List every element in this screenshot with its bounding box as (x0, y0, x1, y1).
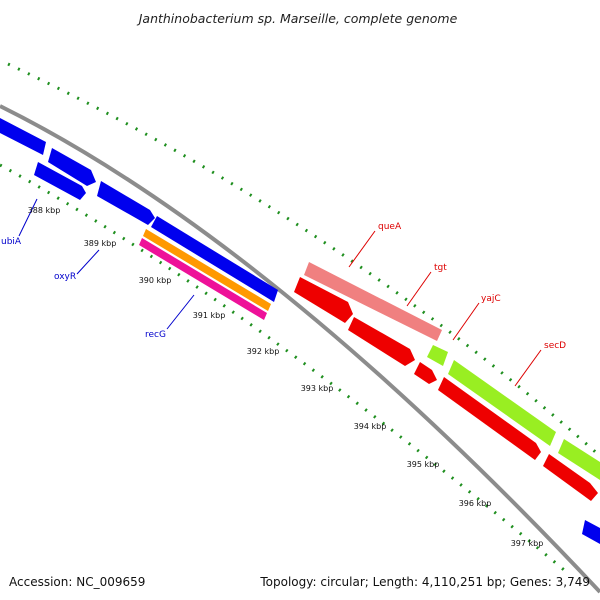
gene-blue-2 (48, 148, 96, 186)
leader-secD (514, 349, 542, 387)
accession-text: Accession: NC_009659 (9, 575, 145, 589)
tick-label-394: 394 kbp (354, 422, 387, 431)
gene-label-secD: secD (544, 341, 566, 351)
gene-red-2 (348, 317, 415, 366)
map-title: Janthinobacterium sp. Marseille, complet… (136, 11, 458, 26)
gene-label-tgt: tgt (434, 263, 447, 273)
gene-red-1 (294, 277, 353, 323)
gene-blue-3 (97, 181, 155, 225)
tick-label-390: 390 kbp (139, 276, 172, 285)
gene-red-4 (438, 377, 541, 460)
tick-label-389: 389 kbp (84, 239, 117, 248)
genome-backbone (0, 104, 600, 594)
gene-label-recG: recG (145, 330, 166, 340)
leader-recG (166, 294, 195, 330)
gene-red-5 (543, 454, 598, 501)
tick-label-392: 392 kbp (247, 347, 280, 356)
tick-label-395: 395 kbp (407, 460, 440, 469)
tick-label-393: 393 kbp (301, 384, 334, 393)
leader-oxyR (76, 249, 100, 275)
gene-lime-3 (558, 439, 600, 480)
tick-label-391: 391 kbp (193, 311, 226, 320)
gene-magenta (139, 238, 267, 320)
gene-blue-6 (582, 520, 600, 544)
gene-blue-1 (0, 118, 46, 155)
leader-yajC (452, 302, 480, 341)
gene-blue-5 (34, 162, 86, 200)
tick-label-397: 397 kbp (511, 539, 544, 548)
tick-label-388: 388 kbp (28, 206, 61, 215)
gene-label-oxyR: oxyR (54, 272, 76, 282)
gene-label-yajC: yajC (481, 294, 501, 304)
inner-tick-ring (0, 163, 571, 577)
outer-tick-ring (7, 62, 600, 458)
gene-label-queA: queA (378, 222, 402, 232)
tick-label-396: 396 kbp (459, 499, 492, 508)
gene-orange (143, 229, 271, 311)
gene-blue-4 (151, 216, 278, 302)
topology-text: Topology: circular; Length: 4,110,251 bp… (259, 575, 590, 589)
gene-lime-1 (427, 345, 448, 366)
leader-tgt (406, 271, 432, 307)
gene-lime-2 (448, 360, 556, 446)
gene-red-3 (414, 362, 437, 384)
leader-ubiA (18, 198, 38, 237)
leader-queA (348, 230, 376, 268)
gene-label-ubiA: ubiA (1, 237, 22, 247)
gene-salmon (304, 262, 442, 341)
